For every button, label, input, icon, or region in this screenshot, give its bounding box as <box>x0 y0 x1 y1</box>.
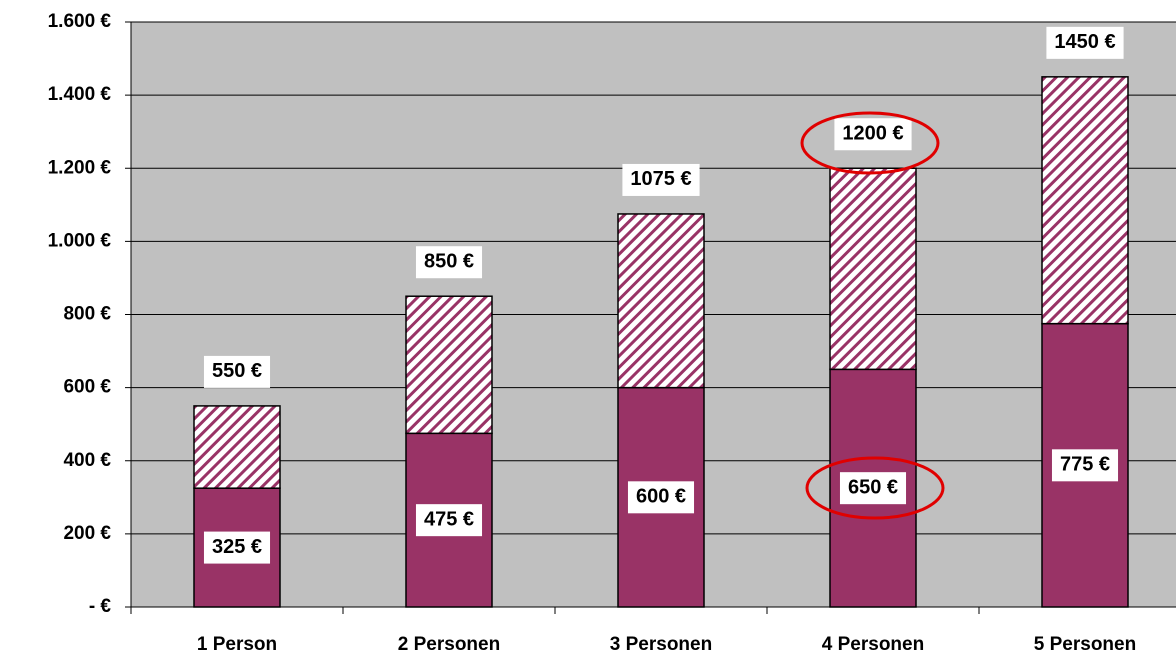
y-tick-label: - € <box>89 596 112 617</box>
y-tick-label: 1.400 € <box>48 84 112 105</box>
value-label: 1450 € <box>1054 31 1115 53</box>
y-tick-label: 1.200 € <box>48 157 112 178</box>
value-label-box <box>415 246 483 279</box>
y-tick-label: 800 € <box>63 304 111 325</box>
highlight-ellipse <box>800 111 940 175</box>
value-label-box <box>415 504 483 537</box>
highlight-ellipse <box>805 456 945 520</box>
x-tick-label: 4 Personen <box>822 634 924 655</box>
bar-segment <box>829 167 917 371</box>
y-tick-label: 200 € <box>63 523 111 544</box>
bar-segment <box>617 213 705 389</box>
value-label: 1075 € <box>630 168 691 190</box>
value-label: 775 € <box>1060 454 1110 476</box>
x-tick-label: 3 Personen <box>610 634 712 655</box>
value-label-box <box>839 472 907 505</box>
x-tick-label: 5 Personen <box>1034 634 1136 655</box>
bar-segment <box>1041 76 1129 325</box>
value-label-box <box>203 355 271 388</box>
value-label: 475 € <box>424 508 474 530</box>
value-label-box <box>203 531 271 564</box>
value-label: 850 € <box>424 251 474 273</box>
value-label-box <box>622 163 700 196</box>
y-tick-label: 1.000 € <box>48 230 112 251</box>
value-label: 650 € <box>848 476 898 498</box>
bar-segment <box>193 405 281 489</box>
value-label-box <box>834 118 912 151</box>
value-label: 550 € <box>212 360 262 382</box>
y-tick-label: 400 € <box>63 450 111 471</box>
value-label-box <box>627 481 695 514</box>
value-label-box <box>1051 449 1119 482</box>
x-tick-label: 2 Personen <box>398 634 500 655</box>
value-label: 600 € <box>636 486 686 508</box>
bar-segment <box>405 295 493 435</box>
y-tick-label: 600 € <box>63 377 111 398</box>
value-label: 1200 € <box>842 123 903 145</box>
x-tick-label: 1 Person <box>197 634 277 655</box>
value-label-box <box>1046 26 1124 59</box>
y-tick-label: 1.600 € <box>48 11 112 32</box>
value-label: 325 € <box>212 536 262 558</box>
